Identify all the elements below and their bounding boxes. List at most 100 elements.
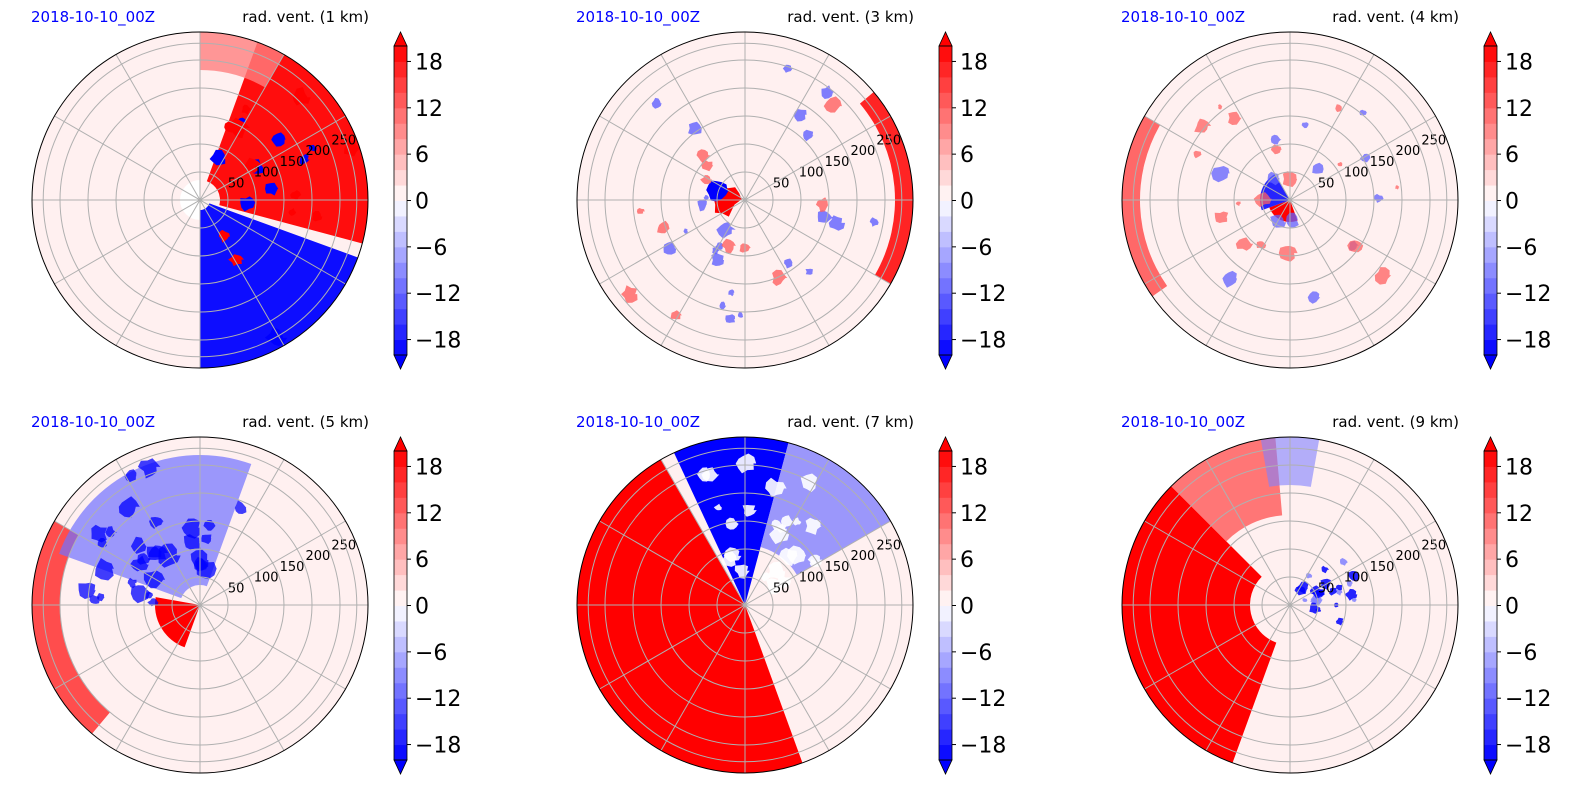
angular-gridline [1144, 520, 1436, 690]
colorbar-tick-label: −6 [1505, 641, 1537, 666]
radial-tick-label: 50 [1318, 176, 1335, 191]
colorbar-tick-label: −18 [415, 734, 461, 759]
radial-tick-label: 100 [799, 166, 824, 181]
polar-frame [1121, 31, 1459, 369]
colorbar-tick-label: 18 [960, 50, 988, 75]
radial-tick-label: 250 [331, 538, 356, 553]
colorbar-tick-label: 18 [1505, 455, 1533, 480]
colorbar-extend-max [1483, 436, 1498, 452]
panel-4: 2018-10-10_00Z rad. vent. (5 km) 50 100 150 2… [0, 405, 540, 795]
radial-tick-label: 250 [876, 538, 901, 553]
angular-gridline [54, 520, 346, 690]
radial-tick-label: 100 [254, 166, 279, 181]
colorbar-tick-label: −6 [415, 236, 447, 261]
velocity-field [180, 32, 368, 368]
colorbar-extend-min [393, 354, 408, 370]
radial-tick-label: 100 [799, 571, 824, 586]
angular-gridline [54, 115, 346, 285]
colorbar-tick-label: 6 [1505, 143, 1519, 168]
radial-tick-label: 200 [1395, 549, 1420, 564]
radial-tick-label: 150 [280, 560, 305, 575]
radial-tick-label: 200 [850, 144, 875, 159]
colorbar-tick-label: 0 [960, 190, 974, 215]
radial-tick-label: 150 [280, 155, 305, 170]
radial-tick-label: 150 [1370, 560, 1395, 575]
radial-tick-label: 50 [228, 581, 245, 596]
panel-date: 2018-10-10_00Z [31, 413, 156, 431]
colorbar-tick-label: −12 [960, 282, 1006, 307]
polar-frame [1121, 436, 1459, 774]
colorbar-tick-label: 0 [415, 190, 429, 215]
colorbar-tick-label: 18 [960, 455, 988, 480]
radial-tick-label: 200 [305, 549, 330, 564]
colorbar-tick-label: 18 [1505, 50, 1533, 75]
colorbar-extend-max [393, 436, 408, 452]
angular-gridline [1144, 115, 1436, 285]
colorbar-tick-label: −18 [1505, 329, 1551, 354]
polar-frame [31, 436, 369, 774]
radial-tick-label: 200 [305, 144, 330, 159]
radial-tick-label: 250 [876, 133, 901, 148]
panel-5: 2018-10-10_00Z rad. vent. (7 km) 50 100 150 2… [545, 405, 1085, 795]
colorbar-tick-label: 12 [1505, 502, 1533, 527]
panel-title: rad. vent. (3 km) [787, 8, 914, 26]
colorbar-tick-label: 6 [960, 548, 974, 573]
colorbar-tick-label: −12 [1505, 687, 1551, 712]
colorbar: 18 12 6 0 −6 −12 −18 [938, 31, 1006, 370]
colorbar-tick-label: 0 [1505, 595, 1519, 620]
colorbar-tick-label: 18 [415, 455, 443, 480]
panel-3: 2018-10-10_00Z rad. vent. (4 km) 50 100 150 2… [1090, 0, 1575, 390]
colorbar-tick-label: 12 [1505, 97, 1533, 122]
colorbar-tick-label: 0 [415, 595, 429, 620]
colorbar-tick-label: 12 [415, 97, 443, 122]
angular-gridline [599, 520, 891, 690]
colorbar-extend-min [1483, 354, 1498, 370]
panel-1: 2018-10-10_00Z rad. vent. (1 km) 50 100 150 2… [0, 0, 540, 390]
panel-6: 2018-10-10_00Z rad. vent. (9 km) 50 100 150 2… [1090, 405, 1575, 795]
colorbar: 18 12 6 0 −6 −12 −18 [938, 436, 1006, 775]
radial-tick-label: 100 [1344, 571, 1369, 586]
colorbar: 18 12 6 0 −6 −12 −18 [393, 436, 461, 775]
colorbar-tick-label: 6 [960, 143, 974, 168]
radial-tick-label: 250 [331, 133, 356, 148]
colorbar-tick-label: −12 [1505, 282, 1551, 307]
colorbar-extend-min [393, 759, 408, 775]
panel-title: rad. vent. (9 km) [1332, 413, 1459, 431]
radial-tick-label: 250 [1421, 538, 1446, 553]
radial-tick-label: 50 [773, 176, 790, 191]
colorbar-tick-label: −18 [1505, 734, 1551, 759]
colorbar-tick-label: 0 [960, 595, 974, 620]
colorbar-tick-label: −6 [1505, 236, 1537, 261]
colorbar-extend-max [393, 31, 408, 47]
radial-tick-label: 50 [228, 176, 245, 191]
radial-tick-label: 200 [850, 549, 875, 564]
panel-title: rad. vent. (4 km) [1332, 8, 1459, 26]
colorbar-tick-label: 12 [415, 502, 443, 527]
colorbar-tick-label: 0 [1505, 190, 1519, 215]
radial-tick-label: 200 [1395, 144, 1420, 159]
radial-tick-label: 50 [773, 581, 790, 596]
colorbar-tick-label: 6 [415, 143, 429, 168]
colorbar-extend-min [938, 759, 953, 775]
panel-date: 2018-10-10_00Z [576, 8, 701, 26]
colorbar-tick-label: −12 [415, 282, 461, 307]
colorbar-tick-label: −12 [960, 687, 1006, 712]
colorbar: 18 12 6 0 −6 −12 −18 [1483, 436, 1551, 775]
colorbar-extend-max [1483, 31, 1498, 47]
panel-title: rad. vent. (1 km) [242, 8, 369, 26]
panel-2: 2018-10-10_00Z rad. vent. (3 km) 50 100 150 2… [545, 0, 1085, 390]
polar-frame [31, 31, 369, 369]
colorbar-tick-label: −6 [415, 641, 447, 666]
colorbar: 18 12 6 0 −6 −12 −18 [393, 31, 461, 370]
colorbar-tick-label: 12 [960, 502, 988, 527]
panel-title: rad. vent. (5 km) [242, 413, 369, 431]
radial-tick-label: 100 [254, 571, 279, 586]
colorbar-tick-label: 6 [1505, 548, 1519, 573]
panel-date: 2018-10-10_00Z [1121, 8, 1246, 26]
radial-tick-label: 150 [825, 560, 850, 575]
